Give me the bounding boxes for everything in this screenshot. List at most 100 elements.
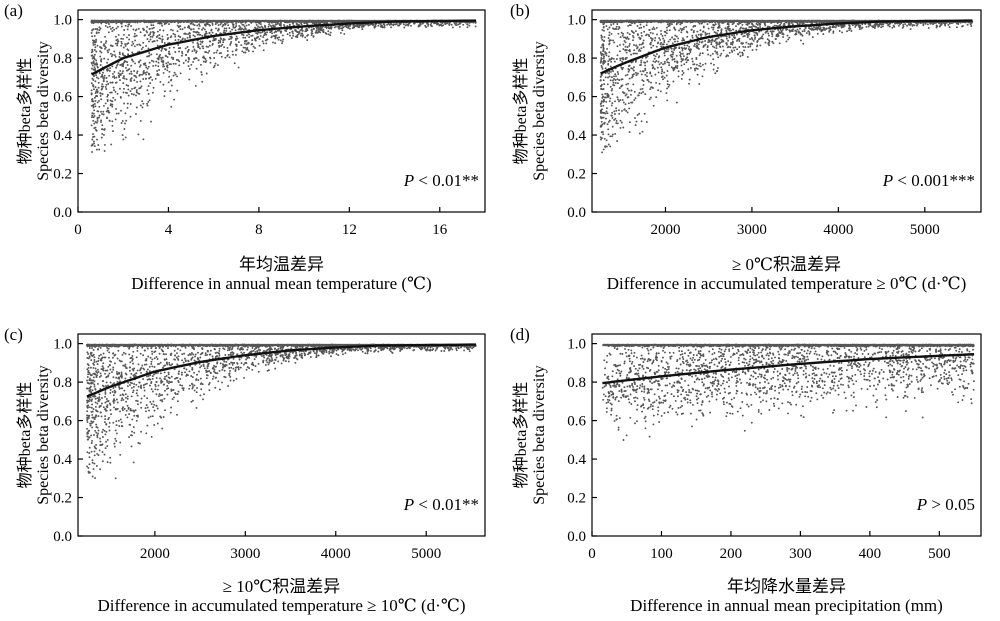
scatter-point	[799, 39, 802, 42]
scatter-point	[880, 26, 883, 29]
scatter-point	[613, 78, 615, 80]
scatter-point	[704, 62, 707, 65]
scatter-point	[90, 144, 93, 147]
scatter-point	[628, 44, 631, 47]
scatter-point	[261, 26, 264, 29]
scatter-point	[832, 30, 835, 33]
scatter-point	[627, 24, 630, 27]
scatter-point	[603, 62, 605, 65]
scatter-point	[764, 31, 767, 34]
scatter-point	[228, 56, 231, 59]
scatter-point	[758, 23, 761, 26]
scatter-point	[605, 110, 608, 113]
scatter-point	[124, 44, 127, 47]
scatter-point	[703, 68, 706, 71]
scatter-point	[640, 59, 643, 62]
scatter-point	[698, 83, 701, 85]
scatter-point	[146, 26, 149, 28]
scatter-point	[114, 90, 117, 93]
scatter-point	[170, 56, 173, 59]
scatter-point	[127, 53, 130, 56]
scatter-point	[93, 88, 95, 91]
scatter-point	[361, 25, 364, 28]
scatter-point	[756, 32, 759, 35]
scatter-point	[606, 112, 609, 115]
scatter-point	[321, 29, 324, 32]
scatter-point	[663, 41, 666, 44]
scatter-point	[123, 29, 126, 31]
scatter-point	[648, 28, 651, 31]
scatter-point	[96, 44, 99, 47]
scatter-point	[154, 64, 157, 67]
scatter-point	[122, 33, 125, 36]
scatter-point	[100, 110, 102, 113]
scatter-point	[122, 46, 125, 49]
scatter-point	[246, 34, 248, 37]
scatter-point	[626, 73, 629, 76]
scatter-point	[317, 28, 320, 31]
scatter-point	[187, 65, 190, 68]
scatter-point	[297, 23, 300, 26]
scatter-point	[735, 29, 738, 32]
scatter-point	[754, 25, 756, 28]
scatter-point	[228, 27, 231, 30]
scatter-point	[725, 42, 728, 45]
scatter-point	[618, 112, 621, 115]
scatter-point	[619, 99, 622, 102]
scatter-point	[217, 39, 220, 42]
scatter-point	[640, 31, 643, 34]
scatter-point	[306, 34, 309, 37]
scatter-point	[264, 31, 267, 34]
scatter-point	[617, 98, 619, 101]
scatter-point	[610, 32, 613, 35]
scatter-point	[185, 53, 187, 56]
scatter-point	[795, 33, 798, 36]
scatter-point	[253, 37, 256, 40]
scatter-point	[279, 39, 282, 42]
scatter-point	[408, 22, 411, 25]
scatter-point	[101, 112, 103, 115]
scatter-point	[107, 111, 110, 114]
scatter-point	[644, 61, 647, 64]
scatter-point	[156, 39, 159, 42]
scatter-point	[604, 51, 606, 53]
scatter-point	[96, 28, 99, 30]
scatter-point	[753, 34, 756, 37]
scatter-point	[612, 83, 615, 86]
scatter-point	[123, 54, 126, 57]
scatter-point	[247, 50, 250, 52]
scatter-point	[261, 40, 264, 43]
scatter-point	[142, 78, 145, 80]
scatter-point	[728, 35, 731, 37]
scatter-point	[720, 41, 723, 43]
scatter-point	[611, 93, 614, 96]
scatter-point	[291, 22, 294, 25]
scatter-point	[306, 29, 309, 32]
scatter-point	[242, 51, 245, 54]
scatter-point	[608, 75, 611, 78]
scatter-point	[654, 36, 657, 39]
scatter-point	[165, 62, 168, 65]
scatter-point	[98, 26, 101, 29]
scatter-point	[196, 42, 199, 45]
scatter-point	[657, 71, 660, 74]
scatter-point	[178, 50, 181, 53]
scatter-point	[105, 40, 108, 43]
scatter-point	[170, 105, 173, 108]
scatter-point	[266, 31, 269, 34]
scatter-point	[148, 61, 151, 64]
scatter-point	[666, 80, 669, 83]
scatter-point	[127, 42, 130, 45]
scatter-point	[608, 72, 610, 75]
scatter-point	[174, 73, 177, 76]
scatter-point	[611, 116, 614, 119]
scatter-point	[103, 57, 106, 60]
scatter-point	[861, 23, 864, 26]
scatter-point	[680, 31, 683, 34]
scatter-point	[888, 25, 891, 28]
scatter-point	[706, 49, 709, 51]
scatter-point	[193, 48, 196, 51]
scatter-point	[649, 41, 652, 44]
scatter-point	[117, 72, 120, 75]
scatter-point	[838, 30, 841, 32]
